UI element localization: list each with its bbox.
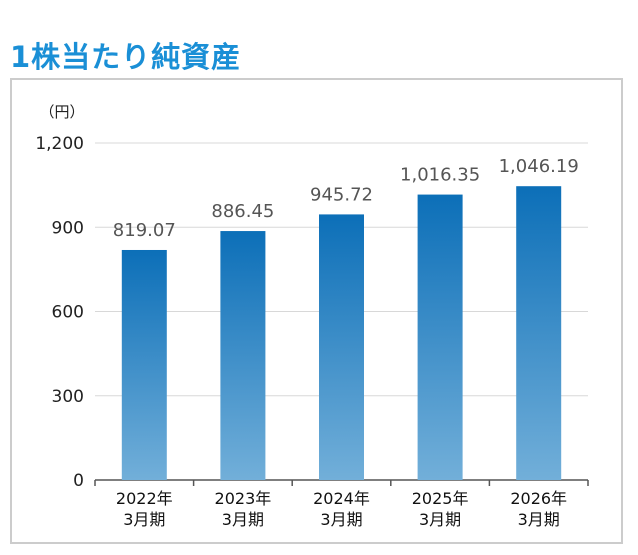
y-tick-label: 1,200 [35,134,84,154]
y-tick-label: 600 [52,303,84,323]
data-label: 1,046.19 [499,156,579,177]
bar [516,186,562,480]
x-tick-label-period: 3月期 [222,510,264,529]
x-tick-label-period: 3月期 [419,510,461,529]
y-axis-unit: （円） [39,103,84,121]
data-label: 886.45 [211,201,274,222]
bar [417,194,463,480]
x-tick-label-year: 2023年 [215,489,272,508]
data-label: 945.72 [310,184,373,205]
x-tick-label-year: 2022年 [116,489,173,508]
axes [94,479,589,486]
x-tick-label-year: 2024年 [313,489,370,508]
x-tick-label-year: 2025年 [412,489,469,508]
y-tick-label: 0 [73,471,84,491]
y-tick-label: 300 [52,387,84,407]
bar [220,231,266,480]
x-tick-label-period: 3月期 [518,510,560,529]
bar [121,249,167,480]
bars [121,186,562,481]
x-tick-label-year: 2026年 [510,489,567,508]
x-tick-label-period: 3月期 [123,510,165,529]
page-title: 1株当たり純資産 [10,40,242,74]
y-tick-label: 900 [52,218,84,238]
data-label: 819.07 [113,220,176,241]
x-tick-label-period: 3月期 [320,510,362,529]
bar [319,214,364,481]
labels: （円） 0 300 600 900 1,200 819.07 2022年 3月期 886.45 20… [35,103,578,529]
data-label: 1,016.35 [400,165,480,186]
